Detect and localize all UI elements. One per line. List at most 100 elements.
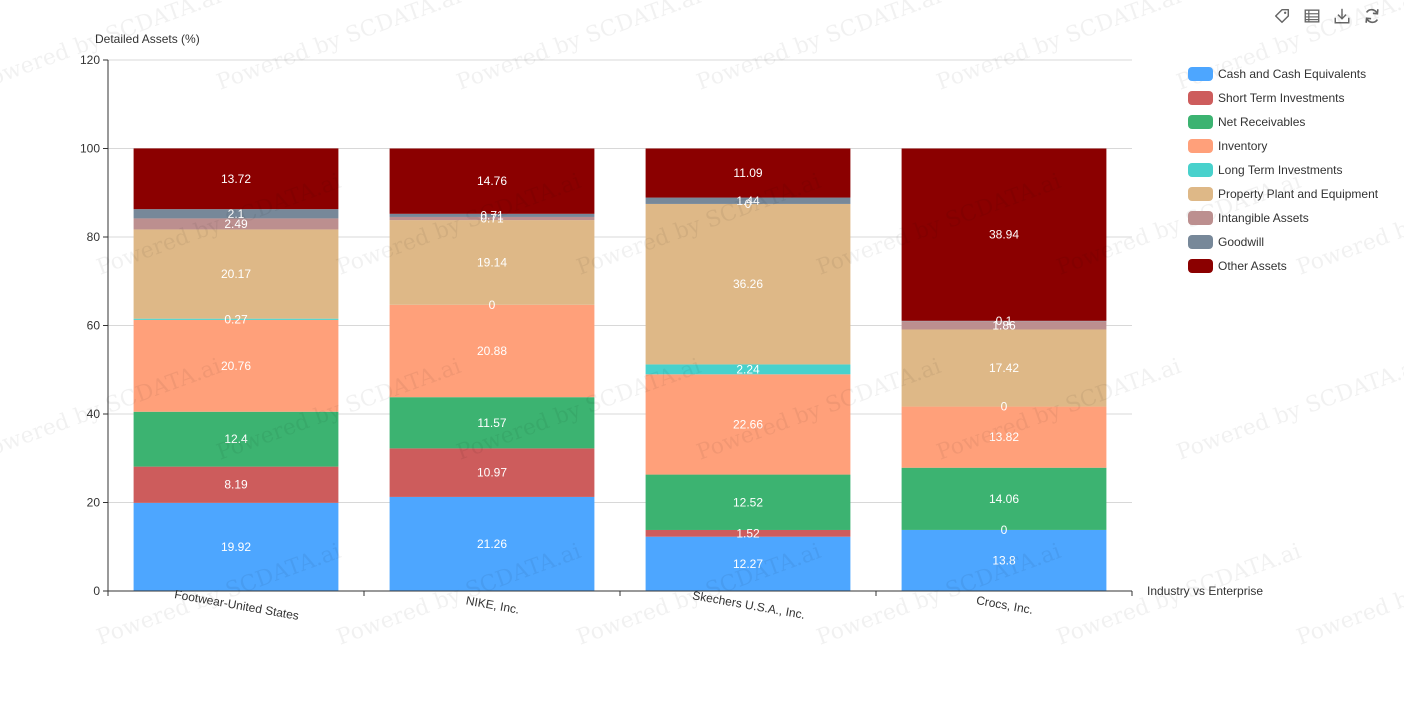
data-label: 0.71: [480, 208, 504, 222]
bar-segment[interactable]: [389, 220, 595, 305]
data-label: 13.72: [221, 172, 251, 186]
data-label: 1.44: [736, 194, 760, 208]
y-tick-label: 20: [87, 496, 101, 510]
data-label: 12.27: [733, 557, 763, 571]
bar-segment[interactable]: [389, 448, 595, 497]
bar-segment[interactable]: [645, 374, 851, 475]
legend-item[interactable]: Other Assets: [1188, 254, 1378, 278]
chart-toolbox: [1272, 6, 1382, 26]
legend-item[interactable]: Inventory: [1188, 134, 1378, 158]
legend-item[interactable]: Cash and Cash Equivalents: [1188, 62, 1378, 86]
bar-segment[interactable]: [645, 203, 851, 365]
data-label: 14.76: [477, 174, 507, 188]
data-label: 20.76: [221, 359, 251, 373]
legend-swatch: [1188, 211, 1213, 225]
bar-segment[interactable]: [133, 148, 339, 210]
legend-swatch: [1188, 163, 1213, 177]
bar-segment[interactable]: [645, 474, 851, 530]
watermark-text: Powered by SCDATA.ai: [0, 0, 224, 96]
legend-swatch: [1188, 259, 1213, 273]
bar-segment[interactable]: [389, 213, 595, 217]
data-label: 0: [489, 298, 496, 312]
x-axis-title: Industry vs Enterprise: [1147, 584, 1263, 598]
legend-label: Long Term Investments: [1218, 163, 1343, 177]
bar-segment[interactable]: [133, 502, 339, 591]
legend-label: Intangible Assets: [1218, 211, 1309, 225]
watermark-text: Powered by SCDATA.ai: [934, 0, 1185, 96]
data-label: 1.86: [992, 318, 1016, 332]
data-label: 11.57: [477, 416, 506, 430]
bar-segment[interactable]: [389, 496, 595, 591]
data-label: 20.88: [477, 344, 507, 358]
bar-segment[interactable]: [389, 148, 595, 214]
data-labels: 19.92 8.19 12.4 20.76 0.27 20.17 2.492.1 13.72 2…: [221, 166, 1019, 571]
bar-segment[interactable]: [901, 406, 1107, 468]
watermark-text: Powered by SCDATA.ai: [214, 0, 465, 96]
bar-segment[interactable]: [133, 411, 339, 467]
data-label: 20.17: [221, 267, 251, 281]
download-icon[interactable]: [1332, 6, 1352, 26]
bar-segment[interactable]: [645, 364, 851, 375]
bar-segment[interactable]: [133, 466, 339, 503]
legend-item[interactable]: Short Term Investments: [1188, 86, 1378, 110]
legend-item[interactable]: Goodwill: [1188, 230, 1378, 254]
data-label: 2.49: [224, 217, 248, 231]
y-tick-label: 120: [80, 53, 100, 67]
legend-item[interactable]: Net Receivables: [1188, 110, 1378, 134]
legend-label: Other Assets: [1218, 259, 1287, 273]
legend-swatch: [1188, 67, 1213, 81]
tag-icon[interactable]: [1272, 6, 1292, 26]
bar-segment[interactable]: [389, 304, 595, 398]
bar-segment[interactable]: [645, 536, 851, 591]
data-label: 0.27: [224, 312, 248, 326]
legend-label: Short Term Investments: [1218, 91, 1345, 105]
bar-segment[interactable]: [901, 148, 1107, 321]
bar-segment[interactable]: [645, 148, 851, 198]
bar-segment[interactable]: [133, 218, 339, 230]
legend-label: Cash and Cash Equivalents: [1218, 67, 1367, 81]
data-label: 8.19: [224, 478, 248, 492]
legend: Cash and Cash Equivalents Short Term Inve…: [1188, 62, 1378, 278]
legend-swatch: [1188, 187, 1213, 201]
bar-segment[interactable]: [645, 197, 851, 204]
bar-segment[interactable]: [389, 397, 595, 449]
bar-segment[interactable]: [389, 216, 595, 221]
bars: [133, 148, 1107, 591]
legend-item[interactable]: Property Plant and Equipment: [1188, 182, 1378, 206]
data-label: 2.24: [736, 362, 760, 376]
data-label: 0: [745, 197, 752, 211]
y-tick-label: 100: [80, 142, 100, 156]
refresh-icon[interactable]: [1362, 6, 1382, 26]
watermark-text: Powered by SCDATA.ai: [694, 0, 945, 96]
data-label: 2.1: [228, 207, 245, 221]
legend-item[interactable]: Long Term Investments: [1188, 158, 1378, 182]
data-label: 22.66: [733, 417, 763, 431]
bar-segment[interactable]: [901, 467, 1107, 530]
legend-item[interactable]: Intangible Assets: [1188, 206, 1378, 230]
bar-segment[interactable]: [133, 229, 339, 319]
legend-label: Property Plant and Equipment: [1218, 187, 1379, 201]
y-tick-label: 40: [87, 407, 101, 421]
watermark-text: Powered by SCDATA.ai: [1294, 539, 1404, 651]
data-label: 1.52: [736, 526, 760, 540]
legend-label: Inventory: [1218, 139, 1268, 153]
legend-swatch: [1188, 115, 1213, 129]
bar-segment[interactable]: [133, 318, 339, 320]
data-label: 13.82: [989, 430, 1019, 444]
data-label: 0.71: [480, 212, 504, 226]
bar-segment[interactable]: [901, 529, 1107, 591]
watermark-text: Powered by SCDATA.ai: [454, 0, 705, 96]
watermark-text: Powered by SCDATA.ai: [1174, 354, 1404, 466]
data-label: 19.92: [221, 540, 251, 554]
legend-swatch: [1188, 91, 1213, 105]
bar-segment[interactable]: [901, 329, 1107, 407]
legend-label: Goodwill: [1218, 235, 1265, 249]
y-axis-title: Detailed Assets (%): [95, 32, 200, 46]
bar-segment[interactable]: [133, 319, 339, 412]
data-label: 10.97: [477, 466, 507, 480]
bar-segment[interactable]: [645, 529, 851, 537]
bar-segment[interactable]: [901, 321, 1107, 330]
bar-segment[interactable]: [133, 209, 339, 219]
data-view-icon[interactable]: [1302, 6, 1322, 26]
